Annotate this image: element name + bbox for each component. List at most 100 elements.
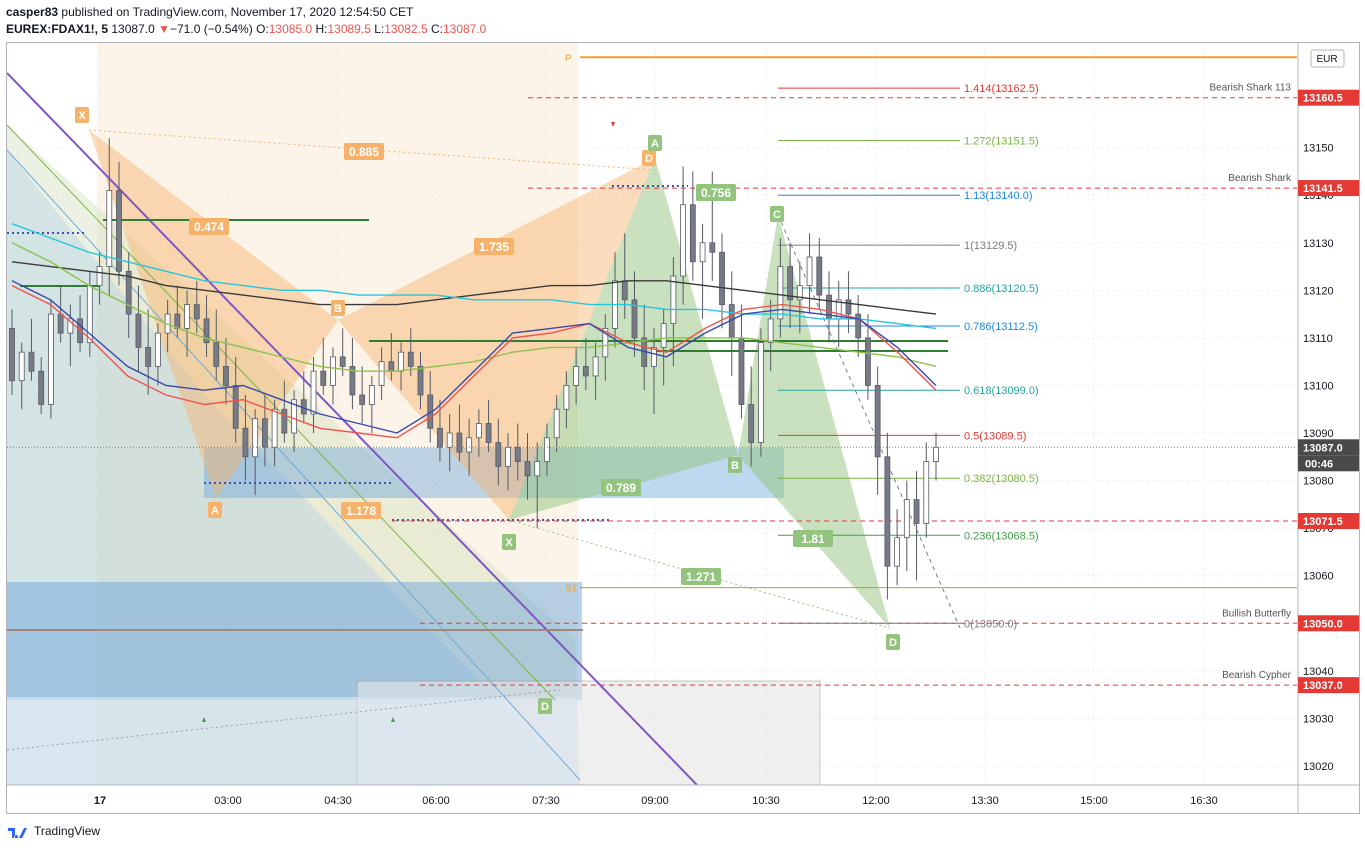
candle[interactable] <box>806 233 813 315</box>
candle[interactable] <box>407 328 414 376</box>
candle[interactable] <box>758 328 764 457</box>
candle[interactable] <box>281 380 288 443</box>
candle[interactable] <box>933 433 939 481</box>
candle[interactable] <box>456 404 463 462</box>
candle-body <box>184 304 190 329</box>
candle[interactable] <box>242 394 249 481</box>
candle[interactable] <box>154 323 161 386</box>
candle[interactable] <box>96 252 103 305</box>
candle[interactable] <box>330 347 336 405</box>
candle[interactable] <box>475 409 482 457</box>
candle[interactable] <box>485 399 492 453</box>
candle[interactable] <box>378 347 385 400</box>
candle[interactable] <box>903 480 910 571</box>
candle[interactable] <box>923 442 930 538</box>
candle[interactable] <box>213 309 220 381</box>
candle[interactable] <box>310 356 317 434</box>
publish-info: published on TradingView.com, November 1… <box>61 5 414 19</box>
candle-body <box>135 313 142 348</box>
candle[interactable] <box>865 314 871 400</box>
candle[interactable] <box>563 371 570 429</box>
candle[interactable] <box>894 509 900 586</box>
candle[interactable] <box>544 423 550 476</box>
candle[interactable] <box>116 161 122 286</box>
moving-average-line <box>11 280 937 434</box>
candle[interactable] <box>719 233 725 329</box>
candle[interactable] <box>145 309 152 395</box>
candle[interactable] <box>359 366 366 424</box>
candle[interactable] <box>368 375 375 434</box>
candle-body <box>291 399 297 434</box>
candle[interactable] <box>777 238 784 338</box>
time-tick-label: 09:00 <box>641 795 669 807</box>
candle[interactable] <box>48 299 54 419</box>
ratio-label: 0.789 <box>601 479 641 496</box>
candle[interactable] <box>349 337 356 410</box>
candle[interactable] <box>495 418 502 486</box>
price-tag-text: 13087.0 <box>1303 442 1343 454</box>
candle-body <box>699 242 706 263</box>
candle[interactable] <box>261 394 268 467</box>
candle[interactable] <box>203 295 210 357</box>
candle[interactable] <box>855 295 862 357</box>
green-triangle-marker <box>202 717 206 722</box>
price-tick-label: 13150 <box>1303 143 1334 155</box>
fib-level-label: 1.414(13162.5) <box>964 83 1039 95</box>
candle[interactable] <box>602 314 609 381</box>
ratio-label-bg <box>793 530 833 547</box>
candle[interactable] <box>592 342 599 400</box>
candle[interactable] <box>339 328 346 376</box>
candle[interactable] <box>417 352 424 410</box>
candle[interactable] <box>573 347 580 405</box>
candle-body <box>359 394 366 405</box>
countdown-text: 00:46 <box>1305 458 1333 470</box>
candle[interactable] <box>651 328 657 414</box>
candle[interactable] <box>874 366 881 495</box>
candle[interactable] <box>38 356 45 414</box>
candle[interactable] <box>184 290 190 357</box>
candle[interactable] <box>680 166 687 305</box>
candle[interactable] <box>9 309 15 395</box>
tradingview-footer[interactable]: TradingView <box>8 824 100 838</box>
candle-body <box>67 318 74 334</box>
candle[interactable] <box>582 337 589 391</box>
candle[interactable] <box>534 442 541 529</box>
candle[interactable] <box>660 309 667 386</box>
candle[interactable] <box>631 271 638 357</box>
open-value: 13085.0 <box>268 22 313 36</box>
pattern-point-label: C <box>770 206 784 222</box>
symbol-label[interactable]: EUREX:FDAX1!, 5 <box>6 22 109 36</box>
candle[interactable] <box>28 318 35 381</box>
ratio-label: 0.474 <box>189 218 229 235</box>
candle[interactable] <box>18 342 25 410</box>
pattern-point-bg <box>502 534 516 550</box>
candle[interactable] <box>446 414 453 472</box>
candle[interactable] <box>845 271 852 334</box>
candle[interactable] <box>106 138 113 296</box>
open-label: O: <box>256 22 269 36</box>
author-name[interactable]: casper83 <box>6 5 59 19</box>
candle-body <box>466 437 473 453</box>
candle[interactable] <box>223 337 229 405</box>
candle[interactable] <box>67 304 74 367</box>
candle[interactable] <box>252 409 259 495</box>
candle[interactable] <box>125 252 132 338</box>
time-tick-label: 10:30 <box>752 795 780 807</box>
candle[interactable] <box>787 242 794 329</box>
candle[interactable] <box>816 238 823 310</box>
candle[interactable] <box>135 285 142 372</box>
candle[interactable] <box>767 299 774 372</box>
candle[interactable] <box>553 394 560 453</box>
currency-badge[interactable]: EUR <box>1310 49 1345 68</box>
candle[interactable] <box>884 433 891 600</box>
candle-body <box>719 251 725 306</box>
candle[interactable] <box>232 356 239 443</box>
candle[interactable] <box>748 366 755 467</box>
candle[interactable] <box>291 390 297 453</box>
price-tick-label: 13030 <box>1303 713 1334 725</box>
candle[interactable] <box>689 171 696 281</box>
candle[interactable] <box>913 471 920 581</box>
candle[interactable] <box>524 433 531 500</box>
candle[interactable] <box>699 223 706 319</box>
